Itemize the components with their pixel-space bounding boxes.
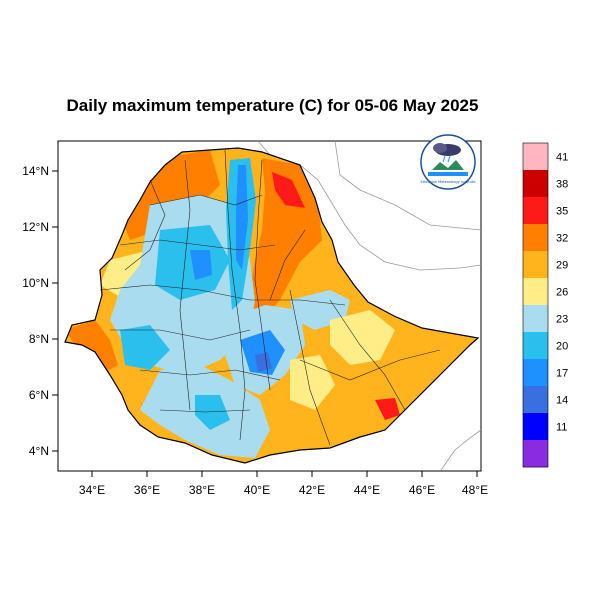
lat-axis [52, 170, 58, 452]
lon-tick-label: 36°E [134, 483, 160, 497]
lat-tick-label: 6°N [29, 388, 49, 402]
colorbar-label: 29 [556, 260, 568, 272]
lat-tick-labels: 14°N 12°N 10°N 8°N 6°N 4°N [22, 164, 49, 458]
ethiopia-outline [64, 147, 480, 464]
lon-axis [91, 471, 478, 477]
colorbar-swatch [523, 143, 548, 171]
colorbar-swatch [523, 305, 548, 333]
colorbar-label: 32 [556, 233, 568, 245]
lon-tick-label: 42°E [299, 483, 325, 497]
colorbar-label: 41 [556, 152, 568, 164]
colorbar-label: 35 [556, 206, 568, 218]
colorbar-swatch [523, 197, 548, 225]
lon-tick-label: 34°E [79, 483, 105, 497]
lat-tick-label: 4°N [29, 444, 49, 458]
colorbar-label: 17 [556, 368, 568, 380]
lon-tick-labels: 34°E 36°E 38°E 40°E 42°E 44°E 46°E 48°E [79, 483, 488, 497]
colorbar-swatch [523, 224, 548, 252]
colorbar-swatch [523, 278, 548, 306]
colorbar-swatch [523, 386, 548, 414]
lat-tick-label: 12°N [22, 220, 49, 234]
colorbar-label: 23 [556, 314, 568, 326]
lat-tick-label: 14°N [22, 164, 49, 178]
lon-tick-label: 38°E [189, 483, 215, 497]
colorbar-swatch [523, 332, 548, 360]
lon-tick-label: 44°E [354, 483, 380, 497]
lon-tick-label: 40°E [244, 483, 270, 497]
lon-tick-label: 48°E [462, 483, 488, 497]
svg-text:Ethiopian Meteorology Institut: Ethiopian Meteorology Institute [421, 180, 476, 184]
emi-logo: Ethiopian Meteorology Institute [420, 134, 476, 190]
colorbar-labels: 41 38 35 32 29 26 23 20 17 14 11 [556, 152, 568, 434]
colorbar-label: 26 [556, 287, 568, 299]
colorbar: 41 38 35 32 29 26 23 20 17 14 11 [522, 142, 568, 468]
colorbar-swatch [523, 251, 548, 279]
colorbar-swatch [523, 413, 548, 441]
colorbar-label: 11 [556, 422, 567, 434]
lat-tick-label: 10°N [22, 276, 49, 290]
colorbar-label: 38 [556, 179, 568, 191]
map-title: Daily maximum temperature (C) for 05-06 … [66, 96, 479, 115]
admin-boundaries [99, 149, 441, 446]
mountain-icon [432, 160, 464, 170]
lon-tick-label: 46°E [409, 483, 435, 497]
lat-tick-label: 8°N [29, 332, 49, 346]
colorbar-swatches [522, 142, 549, 468]
colorbar-frame [522, 142, 549, 468]
colorbar-swatch [523, 170, 548, 198]
colorbar-swatch [523, 440, 548, 468]
colorbar-label: 20 [556, 341, 568, 353]
colorbar-label: 14 [556, 395, 568, 407]
colorbar-swatch [523, 359, 548, 387]
